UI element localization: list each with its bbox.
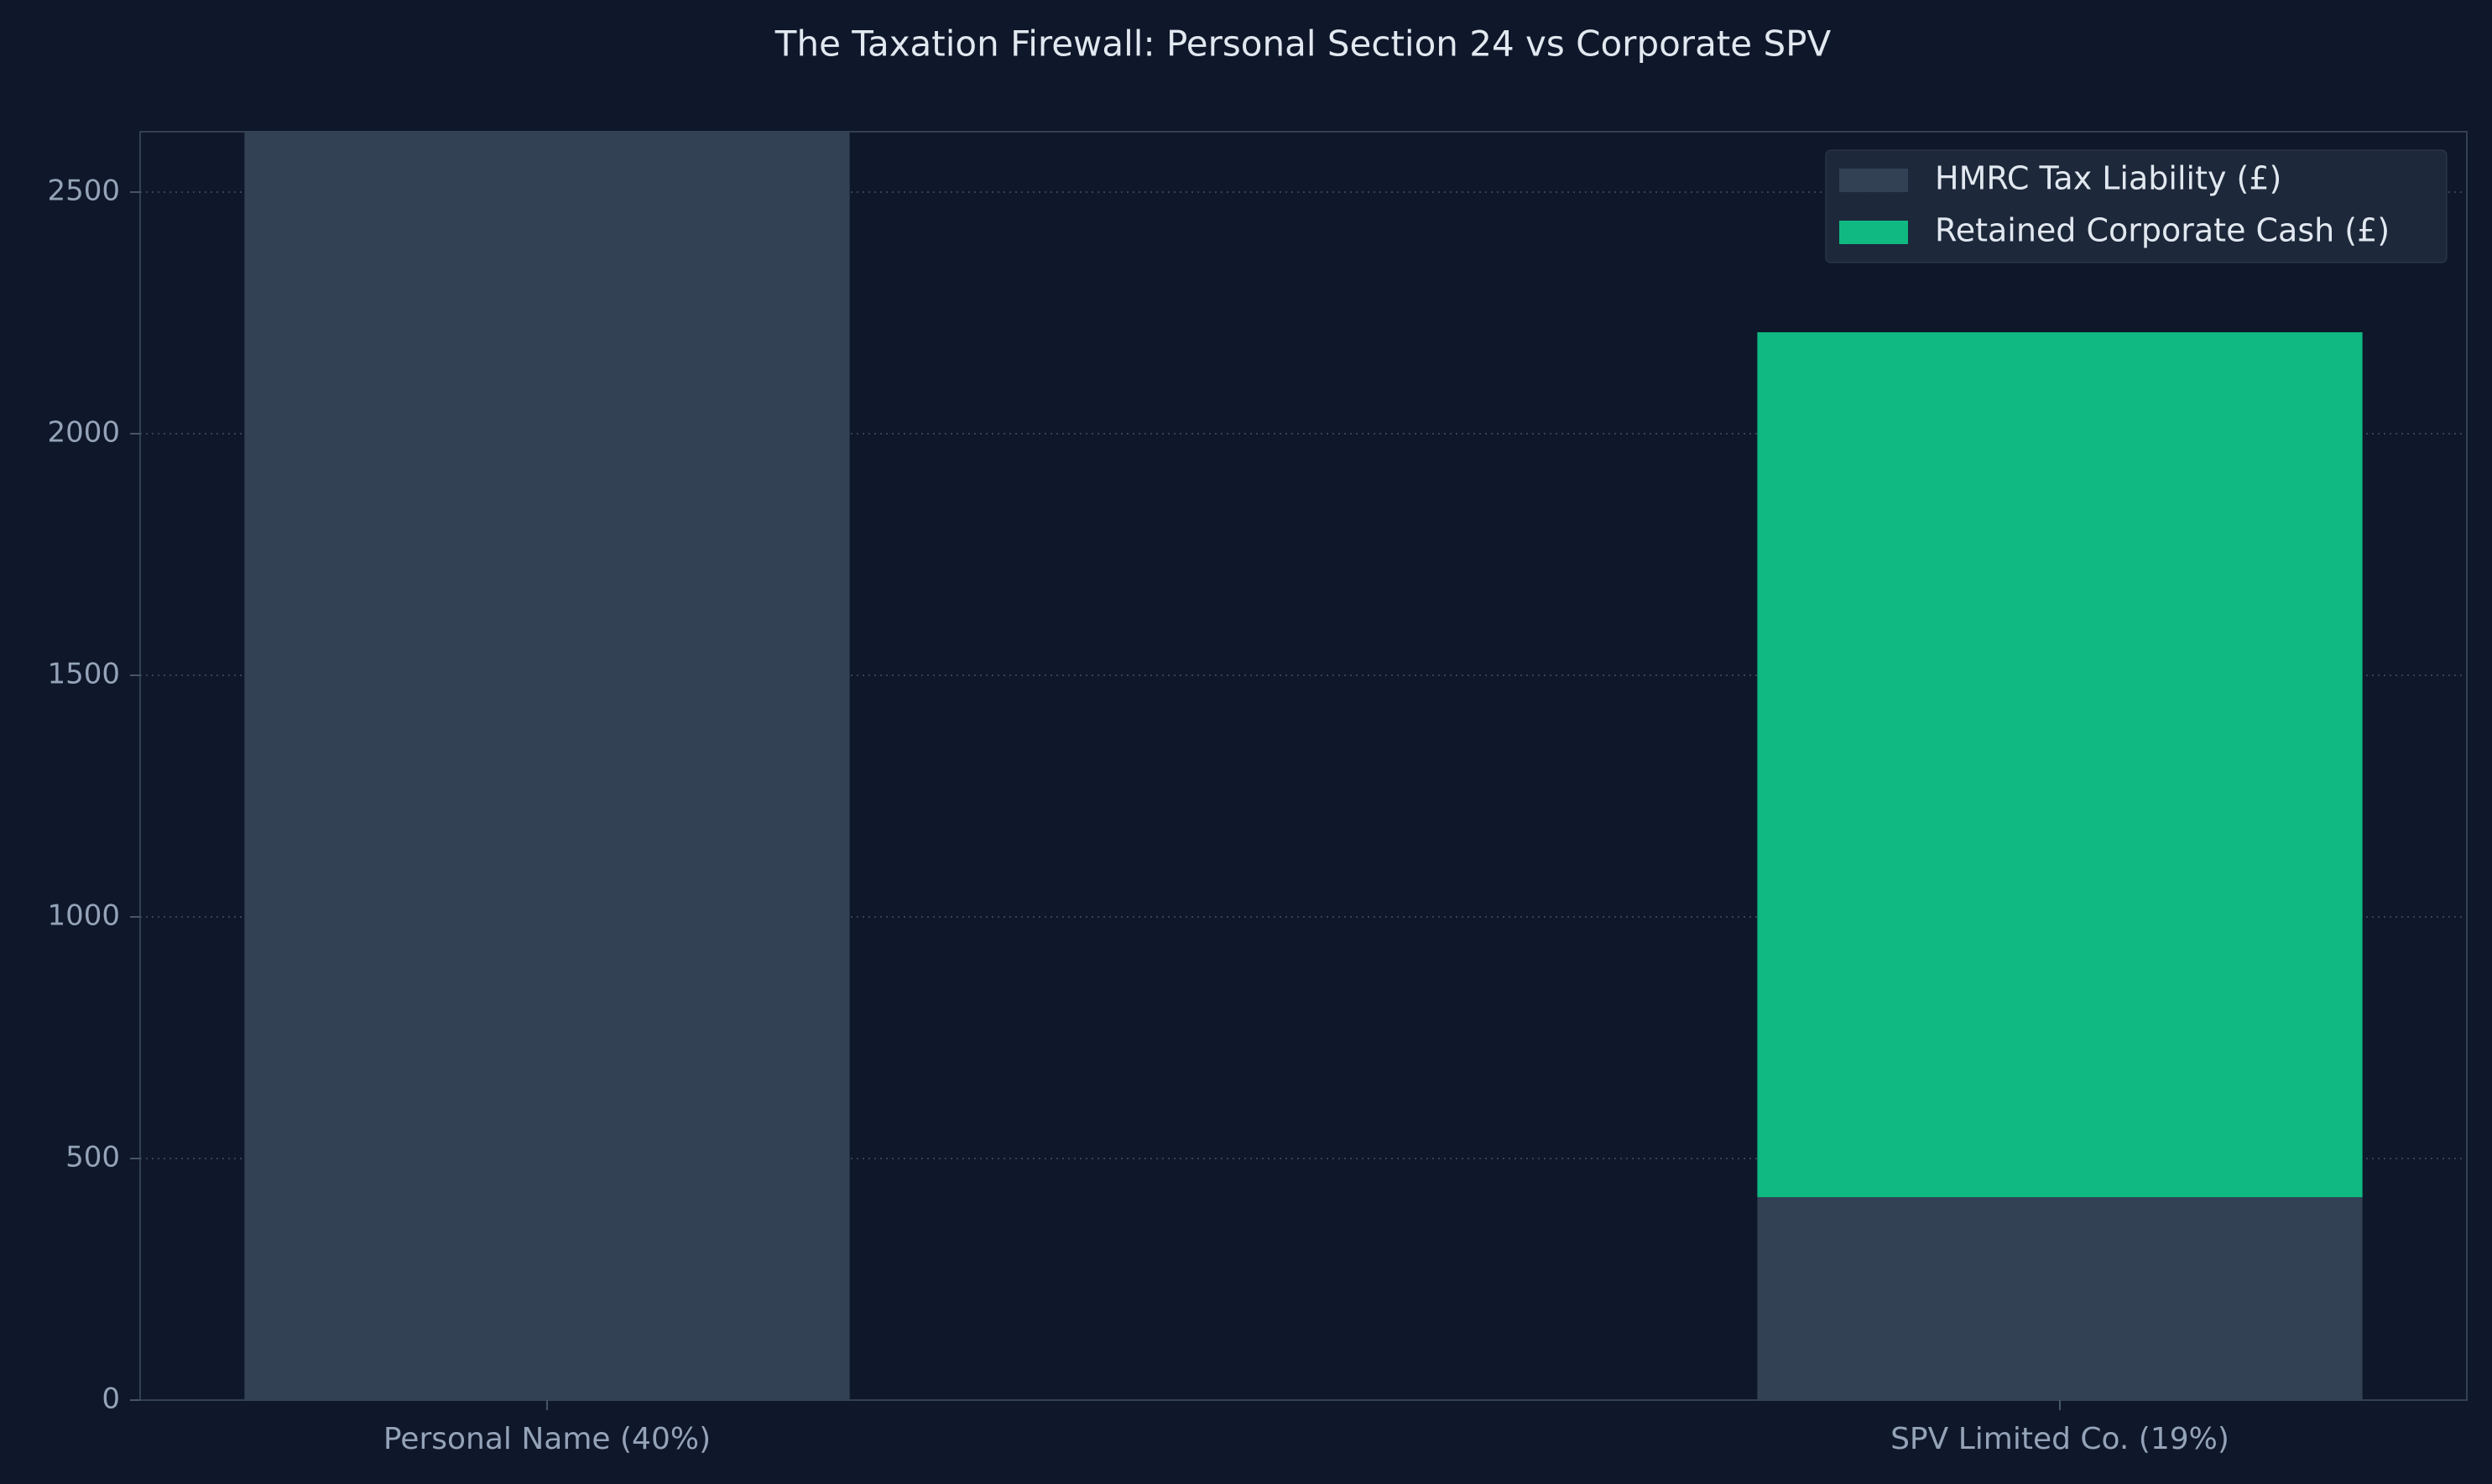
bar-segment — [244, 132, 850, 1400]
legend: HMRC Tax Liability (£) Retained Corporate… — [1825, 149, 2448, 263]
y-tick-label: 500 — [65, 1141, 120, 1174]
bar-segment — [1757, 1197, 2363, 1400]
legend-swatch — [1839, 221, 1908, 244]
y-tick-label: 0 — [102, 1382, 120, 1416]
x-tick-label: SPV Limited Co. (19%) — [1890, 1422, 2229, 1456]
x-tick-label: Personal Name (40%) — [383, 1422, 711, 1456]
legend-label: HMRC Tax Liability (£) — [1935, 160, 2281, 197]
y-tick-label: 1500 — [47, 658, 120, 691]
plot-frame — [139, 131, 2468, 1401]
axes: 0 500 1000 1500 2000 2500 Personal Name (40%) S… — [47, 174, 2229, 1457]
legend-swatch — [1839, 169, 1908, 192]
y-tick-label: 2000 — [47, 416, 120, 450]
legend-label: Retained Corporate Cash (£) — [1935, 212, 2390, 249]
chart-title: The Taxation Firewall: Personal Section … — [774, 23, 1832, 65]
y-tick-label: 1000 — [47, 899, 120, 933]
y-tick-label: 2500 — [47, 174, 120, 208]
bar-segment — [1757, 332, 2363, 1198]
legend-box — [1825, 149, 2448, 263]
bars — [244, 132, 2363, 1400]
